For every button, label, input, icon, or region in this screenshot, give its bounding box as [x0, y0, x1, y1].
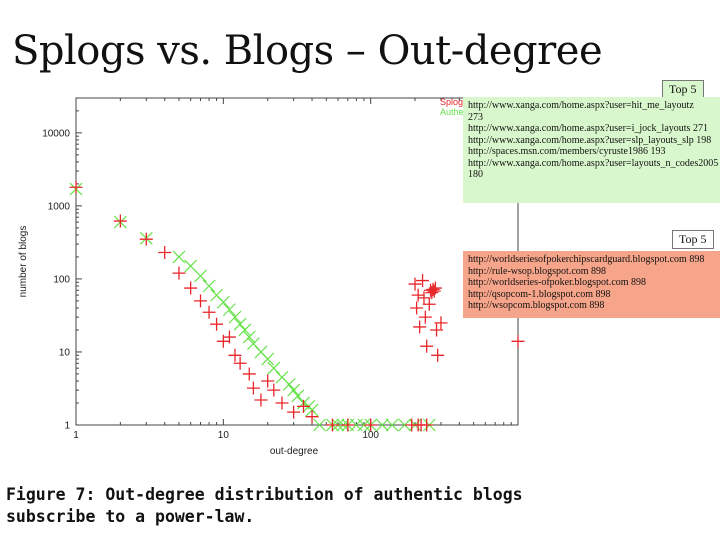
splog-point: [416, 274, 430, 288]
splog-point: [428, 281, 442, 295]
splog-point: [275, 396, 289, 410]
callout-top-line: http://www.xanga.com/home.aspx?user=hit_…: [468, 100, 694, 111]
splog-point: [325, 418, 339, 432]
splog-point: [417, 291, 431, 305]
authentic-blog-point: [242, 330, 256, 344]
figure-caption-line1: Figure 7: Out-degree distribution of aut…: [6, 485, 523, 504]
callout-bottom-line: http://wsopcom.blogspot.com 898: [468, 300, 605, 311]
x-axis-label: out-degree: [270, 446, 319, 457]
callout-top-line: http://www.xanga.com/home.aspx?user=slp_…: [468, 134, 712, 146]
splog-point: [422, 297, 436, 311]
authentic-blog-point: [228, 310, 242, 324]
authentic-blog-point: [238, 323, 252, 337]
splog-point: [427, 284, 441, 298]
plot-area: [75, 97, 519, 426]
splog-point: [139, 232, 153, 246]
authentic-blog-point: [385, 418, 399, 432]
top5-callout-bottom: http://worldseriesofpokerchipscardguard.…: [463, 251, 720, 318]
splog-point: [254, 393, 268, 407]
legend-entry: Splog: [440, 97, 463, 107]
splog-point: [233, 356, 247, 370]
x-tick-label: 100: [362, 430, 379, 441]
splog-point: [242, 367, 256, 381]
callout-bottom-line: http://qsopcom-1.blogspot.com 898: [468, 288, 611, 300]
authentic-blog-point: [202, 279, 216, 293]
authentic-blog-point: [398, 418, 412, 432]
y-tick-label: 1: [64, 421, 70, 432]
splog-point: [222, 330, 236, 344]
callout-top-line: 273: [468, 111, 483, 123]
splog-point: [202, 305, 216, 319]
splog-point: [194, 294, 208, 308]
top5-callout-tab-bottom: Top 5: [672, 230, 714, 249]
series-splog: [69, 180, 525, 432]
splog-point: [364, 418, 378, 432]
splog-point: [418, 310, 432, 324]
splog-point: [431, 348, 445, 362]
authentic-blog-point: [223, 303, 236, 317]
authentic-blog-point: [216, 295, 230, 309]
authentic-blog-point: [357, 418, 371, 432]
splog-point: [305, 410, 319, 424]
splog-point: [296, 399, 310, 413]
splog-point: [113, 214, 127, 228]
splog-point: [426, 282, 440, 296]
callout-bottom-line: http://worldseries-ofpoker.blogspot.com …: [468, 277, 647, 288]
authentic-blog-point: [194, 269, 207, 283]
callout-top-line: http://www.xanga.com/home.aspx?user=i_jo…: [468, 123, 708, 134]
splog-point: [410, 301, 424, 315]
y-tick-label: 10000: [42, 128, 70, 139]
splog-point: [341, 418, 355, 432]
splog-point: [420, 339, 434, 353]
authentic-blog-point: [375, 418, 389, 432]
y-axis-label: number of blogs: [18, 226, 29, 298]
authentic-blog-point: [287, 383, 301, 397]
splog-point: [267, 383, 281, 397]
callout-bottom-line: http://worldseriesofpokerchipscardguard.…: [468, 254, 705, 265]
callout-top-line: http://www.xanga.com/home.aspx?user=layo…: [468, 157, 719, 169]
splog-point: [261, 374, 275, 388]
authentic-blog-point: [267, 361, 281, 375]
slide-title: Splogs vs. Blogs – Out-degree: [12, 28, 603, 74]
splog-point: [411, 288, 425, 302]
authentic-blog-point: [282, 377, 296, 391]
splog-point: [287, 405, 301, 419]
x-tick-label: 1: [73, 430, 79, 441]
y-tick-label: 1000: [48, 201, 71, 212]
authentic-blog-point: [172, 250, 186, 264]
callout-top-line: 180: [468, 169, 483, 180]
callout-bottom-line: http://rule-wsop.blogspot.com 898: [468, 265, 607, 277]
splog-point: [184, 281, 198, 295]
x-tick-label: 10: [218, 430, 230, 441]
splog-point: [69, 180, 83, 194]
figure-caption: Figure 7: Out-degree distribution of aut…: [6, 484, 523, 528]
authentic-blog-point: [313, 418, 326, 432]
splog-point: [408, 277, 422, 291]
splog-point: [158, 246, 172, 260]
splog-point: [511, 334, 525, 348]
y-tick-label: 10: [59, 347, 71, 358]
splog-point: [228, 348, 242, 362]
splog-point: [210, 317, 224, 331]
y-tick-label: 100: [53, 274, 70, 285]
splog-point: [246, 381, 260, 395]
authentic-blog-point: [233, 317, 247, 331]
authentic-blog-point: [261, 352, 275, 366]
splog-point: [172, 266, 186, 280]
authentic-blog-point: [291, 389, 305, 403]
splog-point: [420, 418, 434, 432]
splog-point: [430, 323, 444, 337]
splog-point: [413, 320, 427, 334]
figure-caption-line2: subscribe to a power-law.: [6, 507, 255, 526]
callout-top-line: http://spaces.msn.com/members/cyruste198…: [468, 146, 666, 157]
splog-point: [434, 316, 448, 330]
top5-callout-top: http://www.xanga.com/home.aspx?user=hit_…: [463, 97, 720, 203]
